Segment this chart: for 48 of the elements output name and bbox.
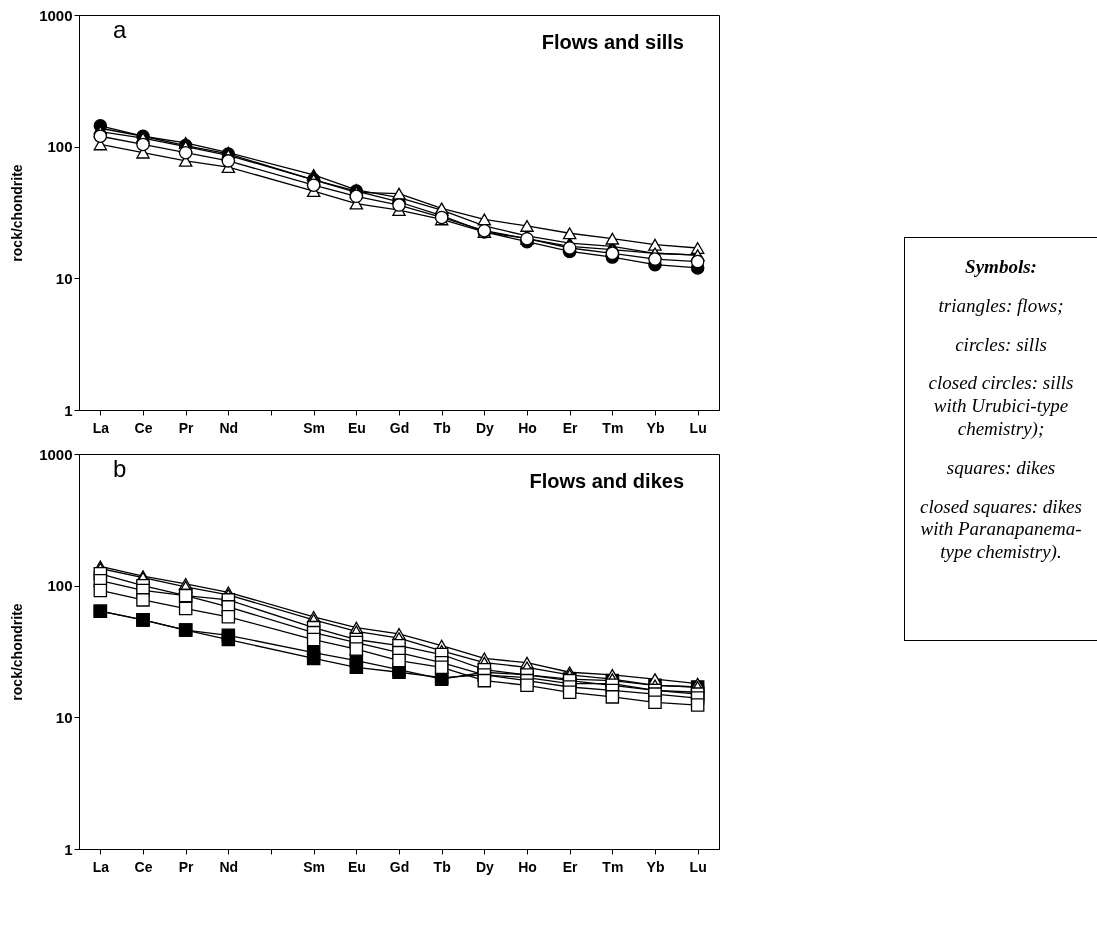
y-tick-label: 1000	[39, 445, 73, 463]
x-tick-label: Ho	[518, 419, 537, 436]
x-tick-label: Tm	[602, 858, 624, 875]
y-tick-label: 1	[64, 840, 73, 858]
text: Flows and dikes	[529, 470, 684, 492]
x-tick-label: Lu	[689, 858, 707, 875]
x-tick-label: Tb	[433, 419, 451, 436]
x-tick-label: Pr	[178, 419, 195, 436]
x-tick-label: Ce	[134, 858, 153, 875]
x-tick-label: Nd	[219, 419, 239, 436]
x-tick-label: Gd	[389, 858, 410, 875]
text: closed circles: sills with Urubici-type chemistry);	[927, 372, 1075, 441]
x-tick-label: Yb	[646, 858, 665, 875]
x-tick-label: Eu	[347, 858, 366, 875]
y-tick-label: 1	[64, 401, 73, 419]
x-tick-label: Sm	[303, 858, 326, 875]
text: closed squares: dikes with Paranapanema-type chemistry).	[919, 495, 1083, 564]
x-tick-label: Tb	[433, 858, 451, 875]
x-tick-label: Sm	[303, 419, 326, 436]
x-tick-label: Dy	[475, 419, 494, 436]
x-tick-label: Er	[562, 419, 579, 436]
y-tick-label: 10	[55, 269, 73, 287]
x-tick-label: Ho	[518, 858, 537, 875]
x-tick-label: Ce	[134, 419, 153, 436]
annotation: b	[113, 455, 127, 482]
x-tick-label: Gd	[389, 419, 410, 436]
y-tick-label: 100	[47, 577, 73, 595]
x-tick-label: La	[92, 858, 110, 875]
x-tick-label: Nd	[219, 858, 239, 875]
y-tick-label: 100	[47, 138, 73, 156]
x-tick-label: Tm	[602, 419, 624, 436]
x-tick-label: Lu	[689, 419, 707, 436]
x-tick-label: La	[92, 419, 110, 436]
y-tick-label: 10	[55, 708, 73, 726]
x-tick-label: Eu	[347, 419, 366, 436]
text: squares: dikes	[945, 456, 1057, 480]
annotation: a	[113, 16, 127, 43]
x-tick-label: Yb	[646, 419, 665, 436]
text: circles: sills	[954, 333, 1048, 357]
text: Flows and sills	[541, 31, 684, 53]
y-axis-title: rock/chondrite	[9, 603, 26, 701]
x-tick-label: Er	[562, 858, 579, 875]
y-tick-label: 1000	[39, 6, 73, 24]
text: triangles: flows;	[937, 294, 1065, 318]
text: Symbols:	[964, 256, 1038, 279]
x-tick-label: Dy	[475, 858, 494, 875]
x-tick-label: Pr	[178, 858, 195, 875]
y-axis-title: rock/chondrite	[9, 164, 26, 262]
